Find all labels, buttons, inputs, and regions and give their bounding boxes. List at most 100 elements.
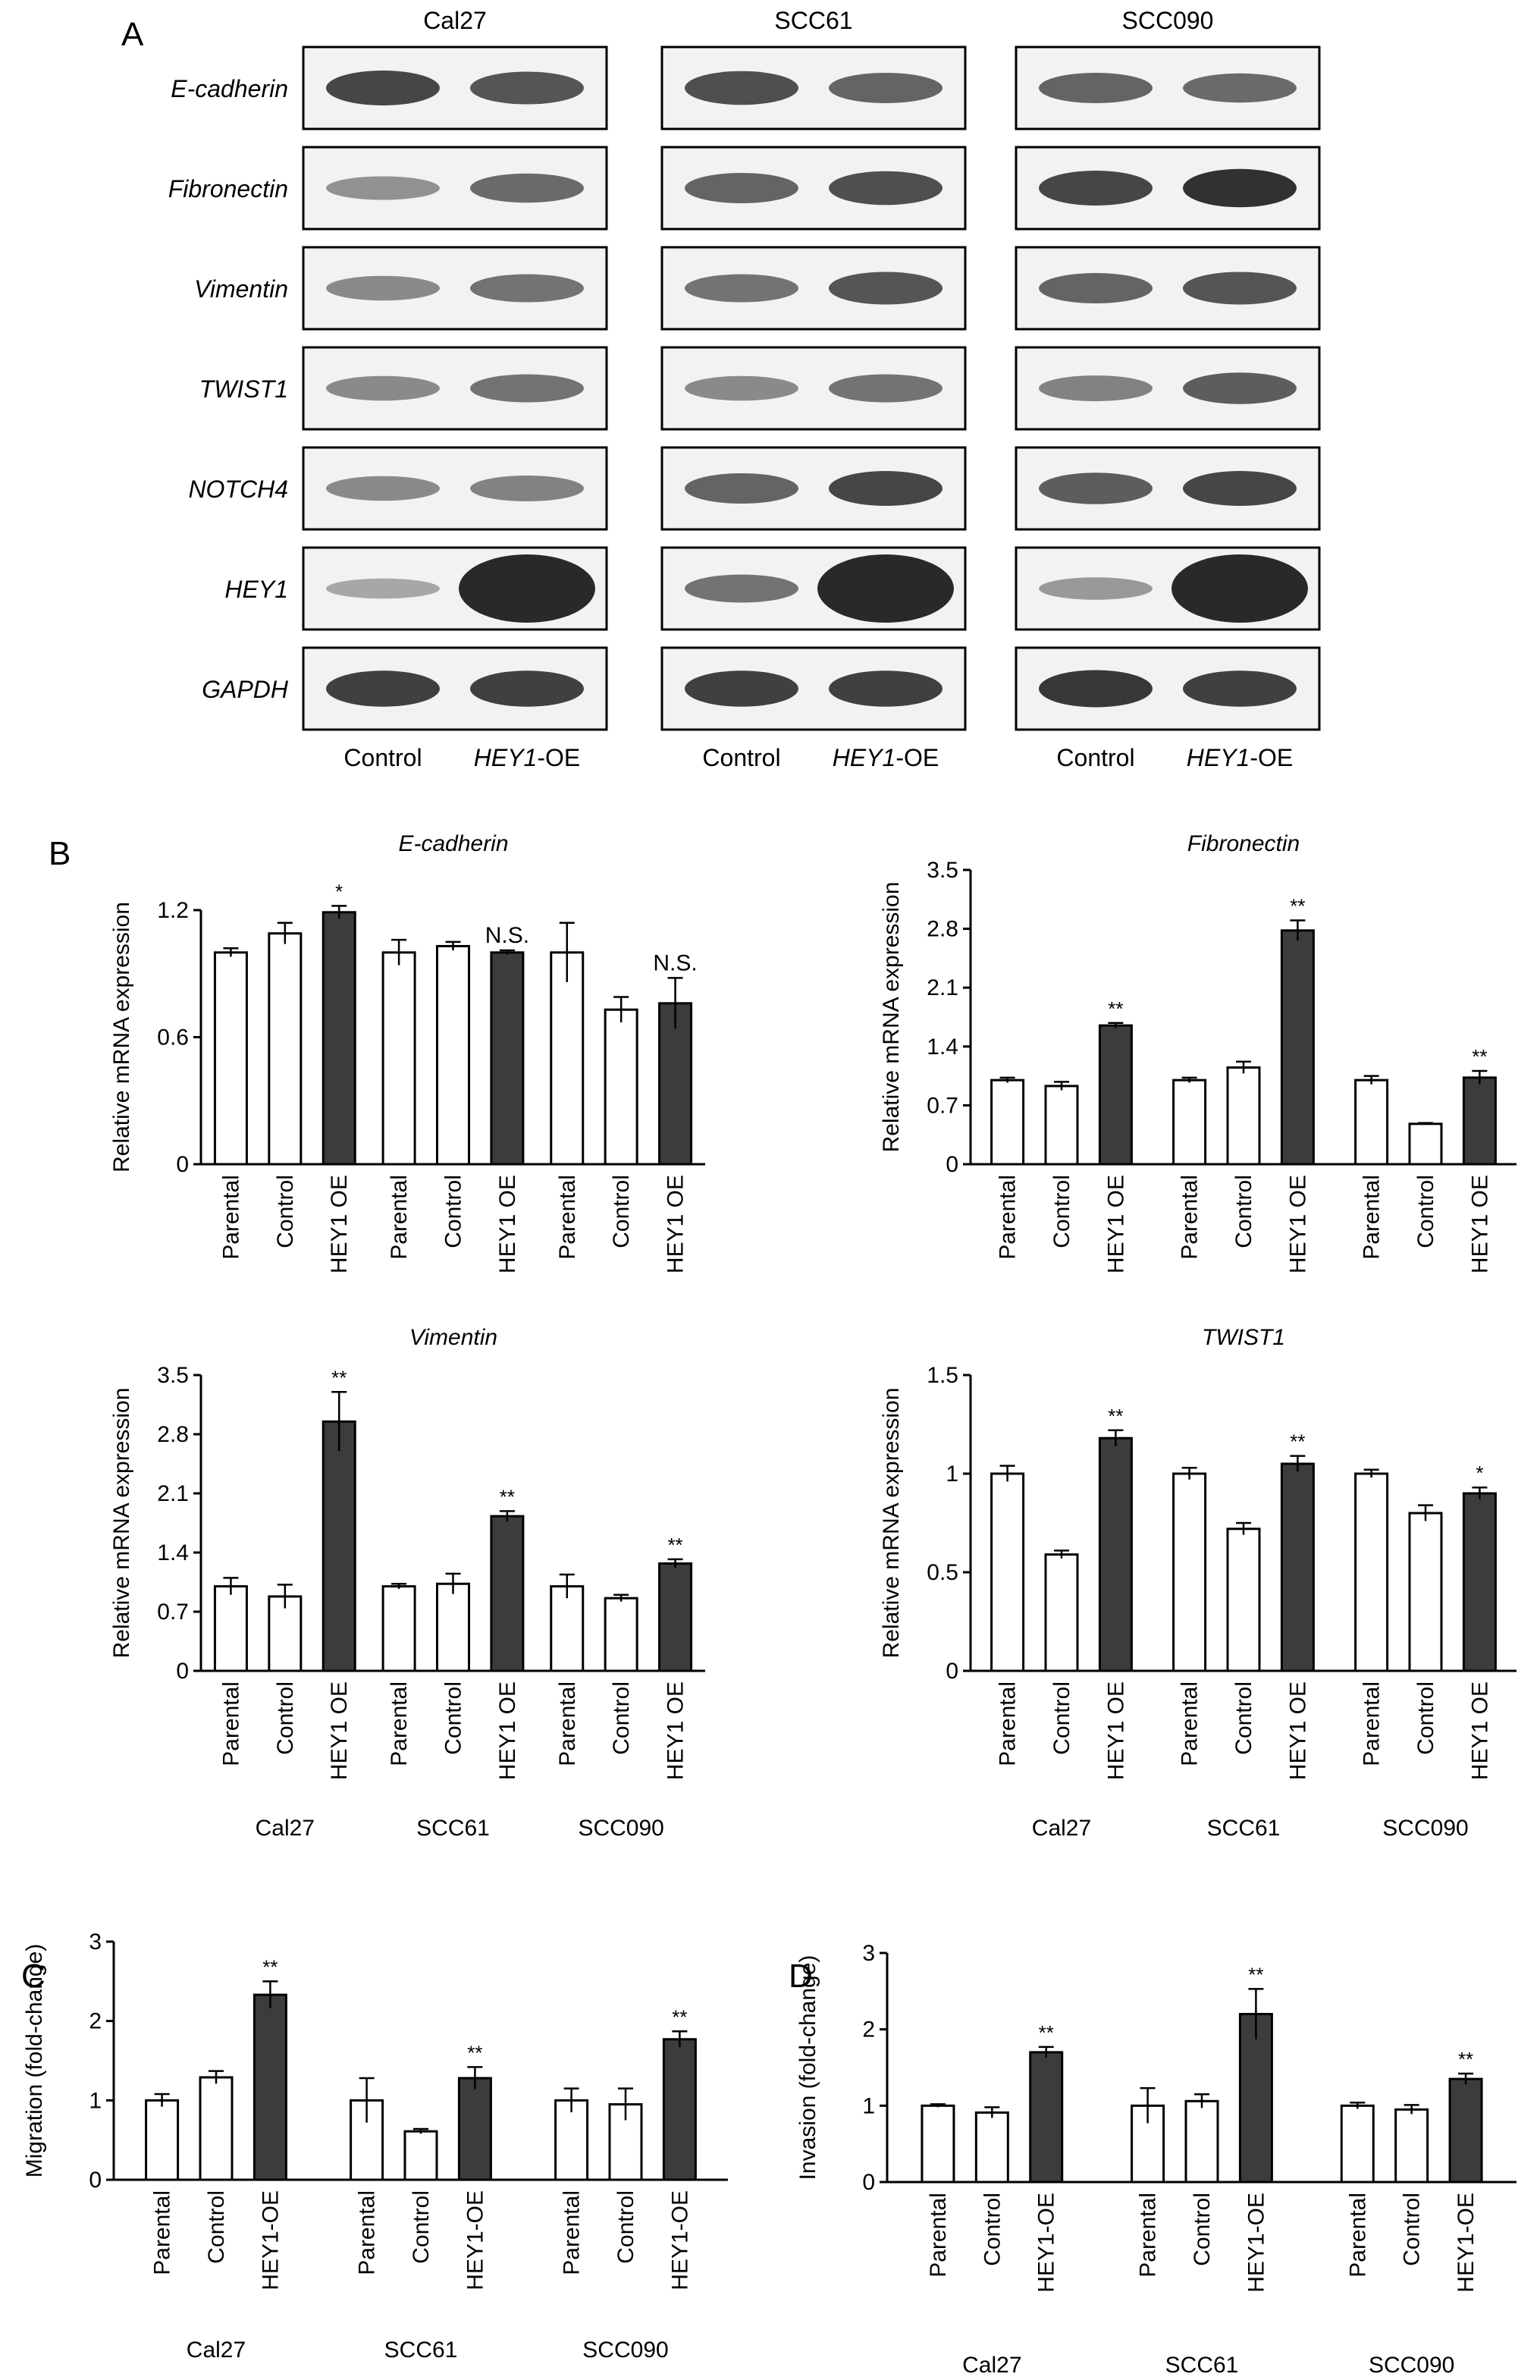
y-tick-label: 0 <box>89 2168 102 2193</box>
blot-protein-label: Vimentin <box>194 275 288 303</box>
y-tick-label: 0 <box>946 1659 958 1684</box>
blot-band <box>1183 272 1297 305</box>
blot-band <box>470 274 584 303</box>
x-category-label: Parental <box>996 1681 1021 1766</box>
significance-label: ** <box>467 2041 482 2064</box>
x-category-label: HEY1-OE <box>1244 2193 1269 2293</box>
bar <box>1280 1462 1315 1672</box>
bar-charts: E-cadherin 0 0.6 1.2 Relative mRNA expressio… <box>22 831 1516 2378</box>
x-category-label: Control <box>1049 1175 1074 1248</box>
blot-band <box>685 375 798 401</box>
blot-band <box>1039 670 1153 708</box>
blot-protein-label: NOTCH4 <box>188 476 288 503</box>
blot-protein-label: GAPDH <box>202 676 289 703</box>
x-category-label: HEY1-OE <box>463 2190 488 2291</box>
bar <box>381 1585 416 1672</box>
x-category-label: Parental <box>387 1681 412 1766</box>
blot-band <box>1039 577 1153 600</box>
y-tick-label: 1 <box>89 2088 102 2113</box>
significance-label: N.S. <box>653 950 697 975</box>
bar <box>1044 1553 1079 1672</box>
bar <box>213 1585 248 1672</box>
blot-cell-line-label: SCC090 <box>1122 7 1214 34</box>
blot-band <box>1039 171 1153 206</box>
significance-label: ** <box>1108 1405 1123 1427</box>
significance-label: * <box>335 880 343 903</box>
x-category-label: HEY1 OE <box>663 1175 688 1273</box>
y-tick-label: 0 <box>946 1152 958 1177</box>
western-blot-panel: Cal27 SCC61 SCC090 E-cadherin Fibronectin Vim… <box>168 7 1321 771</box>
bar <box>199 2076 234 2181</box>
blot-band <box>685 173 798 203</box>
bar <box>403 2130 438 2181</box>
y-tick-label: 0 <box>176 1659 189 1684</box>
bar <box>1098 1436 1133 1672</box>
bar <box>550 1585 585 1672</box>
blot-band <box>1183 670 1297 707</box>
bar <box>457 2077 492 2181</box>
x-category-label: Control <box>204 2190 229 2264</box>
y-tick-label: 2.1 <box>927 975 958 1000</box>
bar <box>921 2104 955 2184</box>
bar <box>1408 1122 1443 1166</box>
y-tick-label: 3 <box>89 1929 102 1955</box>
blot-lane-oe-label: HEY1-OE <box>1187 744 1293 771</box>
bar <box>1172 1472 1207 1672</box>
blot-protein-label: TWIST1 <box>199 375 288 403</box>
blot-band <box>326 71 440 105</box>
blot-band <box>326 275 440 301</box>
y-tick-label: 0.7 <box>157 1600 189 1625</box>
x-category-label: Parental <box>1178 1681 1203 1766</box>
x-category-label: Parental <box>926 2193 951 2278</box>
blot-band <box>470 374 584 403</box>
bar <box>436 1582 470 1672</box>
x-category-label: Control <box>609 1175 634 1248</box>
bar <box>490 1515 525 1672</box>
x-category-label: HEY1 OE <box>495 1681 520 1780</box>
bar <box>662 2038 697 2181</box>
x-category-label: Control <box>441 1175 466 1248</box>
chart-title: E-cadherin <box>398 831 508 856</box>
blot-band <box>1039 375 1153 401</box>
chart-title: Fibronectin <box>1187 831 1300 856</box>
bar <box>1044 1085 1079 1166</box>
blot-band <box>685 670 798 707</box>
significance-label: ** <box>1458 2048 1473 2071</box>
x-group-label: SCC61 <box>1207 1816 1281 1841</box>
y-tick-label: 1.4 <box>927 1035 958 1060</box>
bar <box>321 1420 356 1672</box>
bar <box>1394 2108 1429 2184</box>
x-category-label: HEY1 OE <box>327 1681 352 1780</box>
blot-band <box>685 574 798 603</box>
chart-b1: E-cadherin 0 0.6 1.2 Relative mRNA expressio… <box>109 831 705 1273</box>
blot-band <box>1183 471 1297 506</box>
x-category-label: HEY1 OE <box>1467 1175 1492 1273</box>
blot-protein-label: E-cadherin <box>171 75 288 102</box>
y-tick-label: 2 <box>862 2017 875 2042</box>
significance-label: ** <box>331 1366 347 1389</box>
significance-label: ** <box>500 1485 515 1508</box>
x-category-label: Control <box>409 2190 434 2264</box>
x-group-label: Cal27 <box>256 1816 315 1841</box>
x-category-label: Control <box>1049 1681 1074 1755</box>
bar <box>268 932 303 1166</box>
x-category-label: HEY1 OE <box>1103 1175 1128 1273</box>
bar <box>990 1079 1025 1166</box>
x-category-label: HEY1-OE <box>1034 2193 1059 2293</box>
blot-band <box>459 554 595 623</box>
bar <box>658 1562 693 1672</box>
bar <box>1172 1079 1207 1166</box>
y-tick-label: 2.8 <box>157 1422 189 1447</box>
significance-label: * <box>1476 1462 1483 1484</box>
bar <box>381 951 416 1166</box>
bar <box>1098 1024 1133 1166</box>
blot-band <box>1183 372 1297 404</box>
x-category-label: HEY1 OE <box>1103 1681 1128 1780</box>
x-category-label: HEY1 OE <box>663 1681 688 1780</box>
bar <box>268 1595 303 1672</box>
blot-cell-line-label: Cal27 <box>423 7 487 34</box>
blot-band <box>1039 473 1153 504</box>
significance-label: ** <box>1290 1430 1305 1453</box>
x-category-label: Parental <box>1178 1175 1203 1260</box>
x-group-label: Cal27 <box>962 2353 1021 2378</box>
